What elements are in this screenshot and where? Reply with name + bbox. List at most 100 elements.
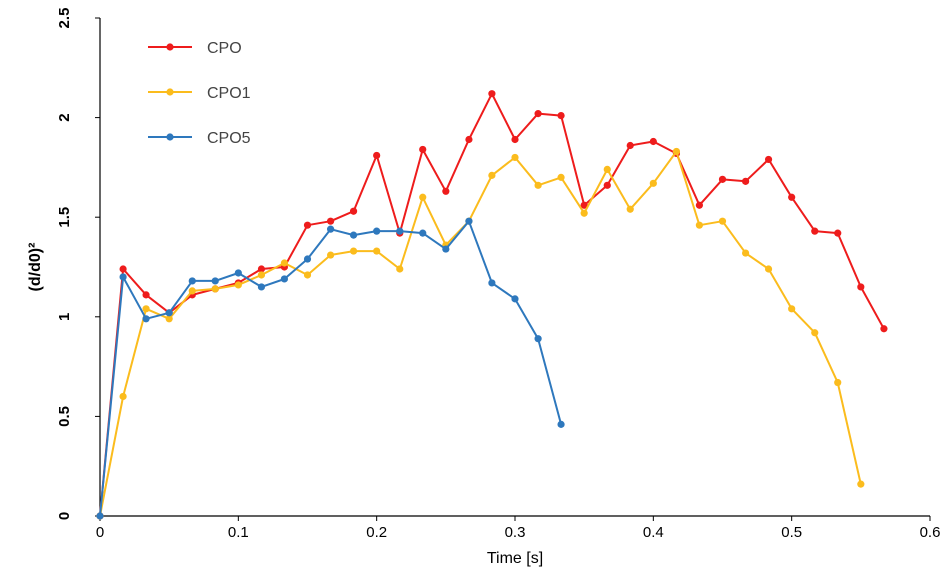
data-point-cpo	[857, 283, 865, 291]
y-axis-title: (d/d0)²	[27, 243, 44, 292]
data-point-cpo5	[396, 227, 404, 235]
data-point-cpo5	[557, 420, 565, 428]
legend-swatch-marker	[166, 43, 174, 51]
y-ticks: 0 0.5 1 1.5 2 2.5	[56, 8, 100, 520]
data-point-cpo5	[303, 255, 312, 263]
data-point-cpo1	[303, 271, 312, 279]
data-point-cpo	[373, 151, 381, 160]
data-point-cpo5	[373, 227, 381, 235]
data-point-cpo	[880, 325, 888, 333]
data-point-cpo1	[534, 181, 542, 189]
data-point-cpo	[488, 90, 496, 98]
data-point-cpo1	[511, 153, 519, 162]
data-point-cpo1	[834, 378, 842, 387]
data-point-cpo1	[580, 209, 588, 217]
data-point-cpo1	[811, 329, 819, 337]
data-point-cpo5	[349, 231, 358, 239]
legend-label: CPO5	[207, 130, 251, 147]
data-point-cpo	[557, 112, 565, 120]
data-point-cpo	[649, 137, 657, 146]
x-tick-label: 0.5	[781, 524, 802, 541]
data-point-cpo5	[234, 269, 242, 277]
x-ticks: 0 0.1 0.2 0.3 0.4 0.5 0.6	[96, 516, 940, 541]
series-cpo1	[96, 147, 865, 520]
data-point-cpo1	[672, 147, 681, 156]
data-point-cpo	[742, 177, 750, 185]
data-point-cpo	[811, 227, 819, 235]
data-point-cpo1	[419, 193, 427, 201]
data-point-cpo1	[857, 480, 865, 488]
data-point-cpo5	[511, 295, 519, 303]
data-point-cpo1	[349, 247, 358, 255]
legend-label: CPO1	[207, 85, 251, 102]
data-point-cpo1	[603, 165, 611, 173]
data-point-cpo1	[695, 221, 703, 229]
data-point-cpo	[534, 110, 542, 118]
data-point-cpo5	[280, 275, 288, 283]
x-axis-title: Time [s]	[487, 550, 543, 567]
series-layer	[96, 90, 888, 520]
x-tick-label: 0.3	[505, 524, 526, 541]
data-point-cpo5	[188, 277, 196, 285]
data-point-cpo1	[280, 259, 288, 267]
data-point-cpo	[834, 229, 842, 237]
legend-swatch-marker	[166, 88, 174, 96]
data-point-cpo1	[327, 251, 335, 259]
legend-item-cpo: CPO	[148, 40, 242, 57]
data-point-cpo	[419, 145, 427, 154]
data-point-cpo5	[465, 217, 473, 225]
data-point-cpo	[327, 217, 335, 225]
series-line-cpo5	[99, 220, 563, 517]
series-line-cpo1	[99, 150, 862, 517]
y-tick-label: 1	[56, 313, 73, 321]
y-tick-label: 2	[56, 113, 73, 121]
data-point-cpo	[788, 193, 796, 201]
data-point-cpo	[626, 141, 634, 150]
y-tick-label: 2.5	[56, 8, 73, 29]
data-point-cpo1	[188, 287, 196, 295]
data-point-cpo1	[488, 171, 496, 179]
data-point-cpo5	[442, 245, 450, 253]
series-cpo5	[96, 217, 565, 520]
data-point-cpo	[119, 265, 127, 273]
data-point-cpo1	[649, 179, 657, 187]
data-point-cpo1	[257, 271, 266, 279]
data-point-cpo1	[718, 217, 727, 225]
data-point-cpo5	[419, 229, 427, 237]
data-point-cpo	[603, 181, 611, 189]
data-point-cpo	[303, 221, 312, 229]
data-point-cpo1	[119, 392, 127, 401]
data-point-cpo1	[165, 315, 173, 323]
y-tick-label: 0	[56, 512, 73, 520]
data-point-cpo1	[764, 265, 773, 273]
data-point-cpo	[442, 187, 450, 195]
data-point-cpo1	[396, 265, 404, 273]
x-tick-label: 0.4	[643, 524, 664, 541]
data-point-cpo5	[327, 225, 335, 233]
data-point-cpo5	[211, 277, 219, 285]
y-tick-label: 0.5	[56, 406, 73, 427]
legend-item-cpo1: CPO1	[148, 85, 251, 102]
data-point-cpo1	[142, 305, 150, 313]
data-point-cpo5	[119, 273, 127, 281]
data-point-cpo	[580, 201, 588, 209]
legend-label: CPO	[207, 40, 242, 57]
data-point-cpo	[142, 291, 150, 299]
data-point-cpo	[257, 265, 266, 273]
data-point-cpo5	[488, 279, 496, 287]
data-point-cpo1	[742, 249, 750, 257]
data-point-cpo	[718, 175, 727, 183]
data-point-cpo5	[165, 309, 173, 317]
data-point-cpo1	[788, 305, 796, 313]
x-tick-label: 0.2	[366, 524, 387, 541]
data-point-cpo	[764, 155, 773, 164]
legend: CPO CPO1 CPO5	[148, 40, 251, 147]
data-point-cpo	[511, 135, 519, 144]
legend-swatch-marker	[166, 133, 174, 141]
data-point-cpo5	[96, 512, 104, 520]
data-point-cpo1	[234, 281, 242, 289]
data-point-cpo	[465, 135, 473, 144]
data-point-cpo5	[142, 315, 150, 323]
x-tick-label: 0	[96, 524, 104, 541]
